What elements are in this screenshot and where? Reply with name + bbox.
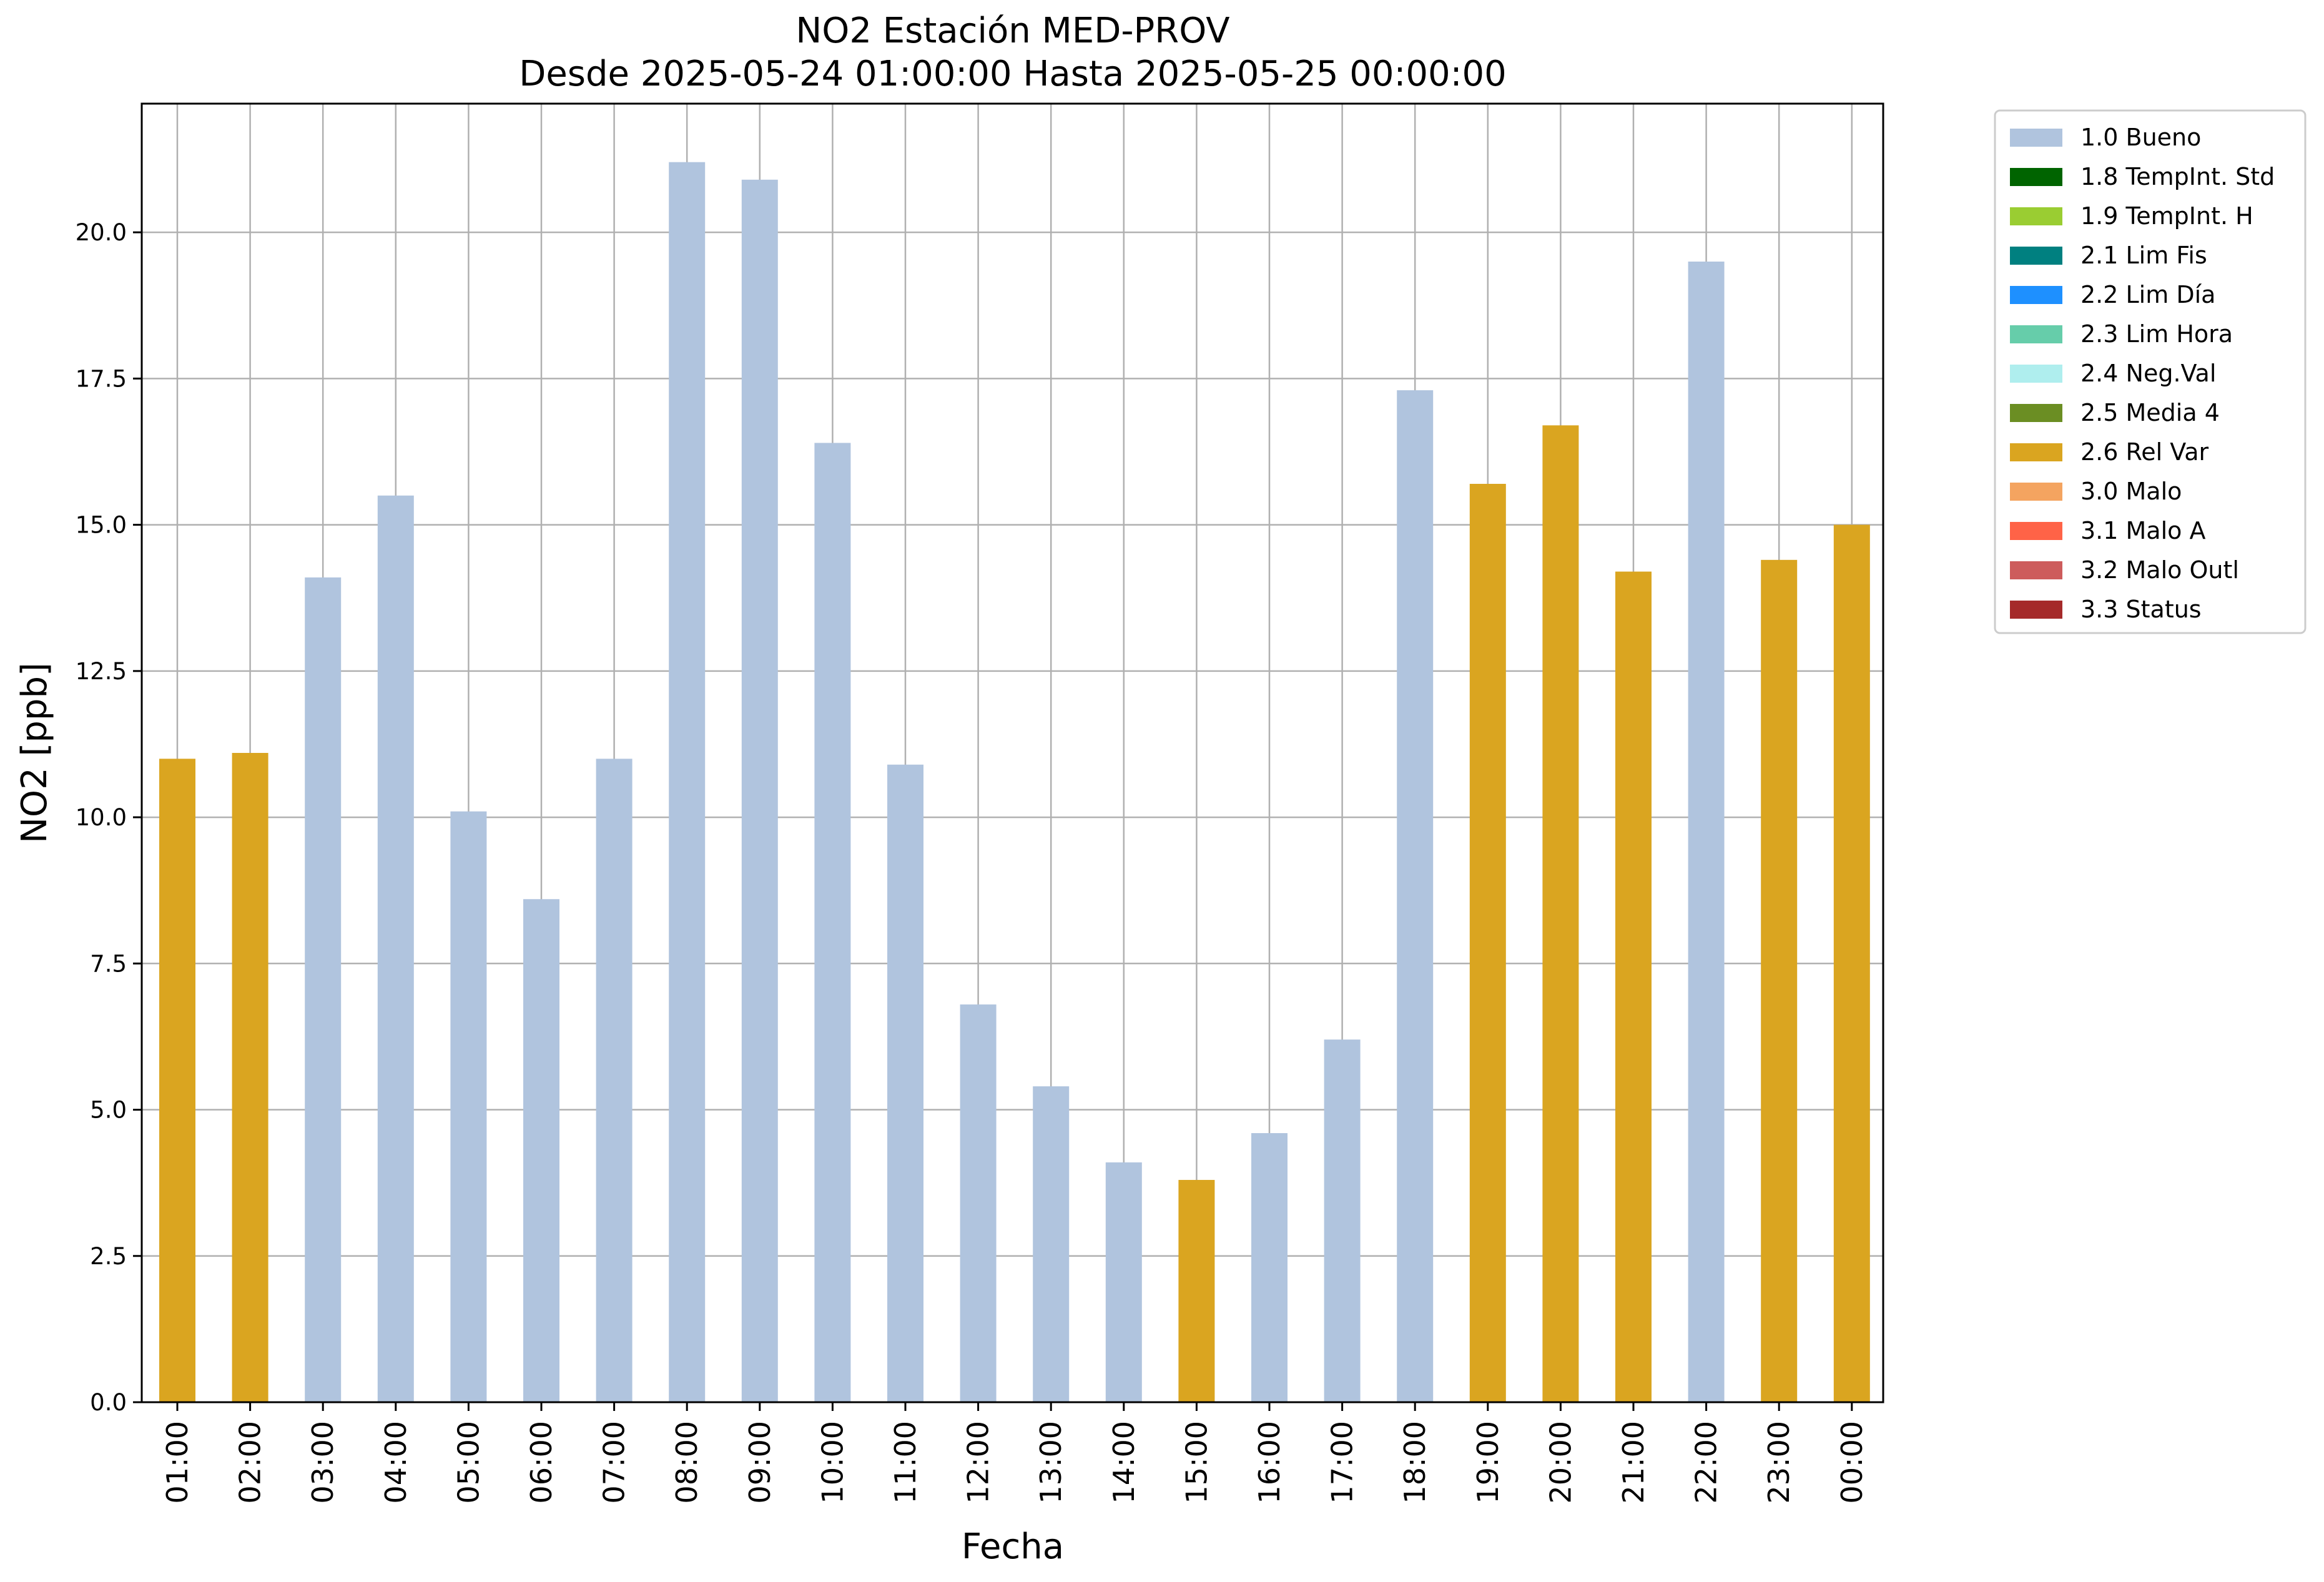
legend-swatch bbox=[2010, 522, 2062, 540]
chart-title-line2: Desde 2025-05-24 01:00:00 Hasta 2025-05-… bbox=[519, 54, 1507, 94]
x-tick-label: 14:00 bbox=[1107, 1421, 1141, 1504]
legend-swatch bbox=[2010, 129, 2062, 147]
legend-swatch bbox=[2010, 483, 2062, 501]
y-tick-label: 17.5 bbox=[76, 365, 127, 392]
bar-1700 bbox=[1324, 1039, 1361, 1402]
legend-label: 2.6 Rel Var bbox=[2080, 438, 2209, 466]
bar-0700 bbox=[596, 759, 633, 1402]
legend-swatch bbox=[2010, 404, 2062, 422]
x-tick-label: 17:00 bbox=[1326, 1421, 1359, 1504]
bar-2100 bbox=[1615, 571, 1652, 1402]
x-tick-label: 00:00 bbox=[1835, 1421, 1869, 1504]
y-tick-label: 2.5 bbox=[90, 1243, 127, 1270]
bar-1400 bbox=[1105, 1162, 1142, 1402]
legend-label: 3.0 Malo bbox=[2080, 478, 2182, 505]
bars bbox=[159, 162, 1870, 1403]
x-tick-label: 11:00 bbox=[889, 1421, 922, 1504]
y-tick-label: 0.0 bbox=[90, 1389, 127, 1416]
bar-1500 bbox=[1178, 1179, 1215, 1402]
x-tick-label: 19:00 bbox=[1471, 1421, 1505, 1504]
legend-label: 2.2 Lim Día bbox=[2080, 281, 2215, 308]
x-tick-label: 16:00 bbox=[1253, 1421, 1286, 1504]
y-tick-label: 7.5 bbox=[90, 950, 127, 977]
legend-swatch bbox=[2010, 443, 2062, 461]
x-tick-label: 23:00 bbox=[1762, 1421, 1796, 1504]
legend-swatch bbox=[2010, 601, 2062, 619]
chart-title-line1: NO2 Estación MED-PROV bbox=[795, 11, 1229, 51]
legend-swatch bbox=[2010, 325, 2062, 343]
bar-2200 bbox=[1688, 261, 1725, 1403]
x-tick-label: 06:00 bbox=[524, 1421, 558, 1504]
x-tick-label: 12:00 bbox=[962, 1421, 995, 1504]
legend-label: 2.1 Lim Fis bbox=[2080, 242, 2207, 269]
x-tick-label: 04:00 bbox=[379, 1421, 413, 1504]
x-tick-label: 09:00 bbox=[743, 1421, 777, 1504]
bar-1600 bbox=[1251, 1133, 1288, 1402]
x-tick-label: 07:00 bbox=[598, 1421, 631, 1504]
x-tick-label: 03:00 bbox=[306, 1421, 340, 1504]
bar-0400 bbox=[377, 495, 414, 1402]
legend-label: 1.8 TempInt. Std bbox=[2080, 163, 2275, 190]
bar-2000 bbox=[1542, 425, 1579, 1402]
bar-0200 bbox=[232, 753, 268, 1402]
legend-label: 2.4 Neg.Val bbox=[2080, 360, 2216, 387]
bar-1900 bbox=[1469, 484, 1506, 1402]
legend-label: 3.3 Status bbox=[2080, 596, 2202, 623]
bar-1100 bbox=[887, 764, 923, 1402]
legend-swatch bbox=[2010, 365, 2062, 383]
x-tick-label: 20:00 bbox=[1544, 1421, 1577, 1504]
legend-swatch bbox=[2010, 207, 2062, 225]
bar-0000 bbox=[1833, 524, 1870, 1402]
x-tick-label: 15:00 bbox=[1179, 1421, 1213, 1504]
x-tick-label: 21:00 bbox=[1617, 1421, 1650, 1504]
x-tick-label: 01:00 bbox=[160, 1421, 194, 1504]
y-tick-label: 10.0 bbox=[76, 804, 127, 831]
y-axis-label: NO2 [ppb] bbox=[14, 662, 55, 843]
bar-1200 bbox=[960, 1004, 997, 1402]
y-tick-label: 20.0 bbox=[76, 219, 127, 246]
legend-swatch bbox=[2010, 247, 2062, 265]
x-tick-label: 13:00 bbox=[1034, 1421, 1068, 1504]
legend-label: 2.3 Lim Hora bbox=[2080, 320, 2233, 348]
plot-frame bbox=[140, 102, 1884, 1403]
legend: 1.0 Bueno 1.8 TempInt. Std 1.9 TempInt. H 2… bbox=[1994, 109, 2307, 634]
bar-0500 bbox=[450, 811, 487, 1402]
bar-0800 bbox=[669, 162, 706, 1402]
x-tick-label: 22:00 bbox=[1690, 1421, 1723, 1504]
x-tick-label: 18:00 bbox=[1398, 1421, 1432, 1504]
legend-swatch bbox=[2010, 168, 2062, 186]
bar-0900 bbox=[741, 179, 778, 1403]
x-tick-label: 02:00 bbox=[234, 1421, 267, 1504]
bar-1000 bbox=[814, 443, 851, 1403]
bar-1300 bbox=[1033, 1086, 1070, 1402]
x-axis-label: Fecha bbox=[962, 1526, 1064, 1567]
y-tick-label: 12.5 bbox=[76, 658, 127, 685]
x-tick-label: 08:00 bbox=[670, 1421, 704, 1504]
x-tick-label: 05:00 bbox=[451, 1421, 485, 1504]
legend-label: 1.0 Bueno bbox=[2080, 124, 2201, 151]
x-tick-label: 10:00 bbox=[815, 1421, 849, 1504]
bar-0300 bbox=[305, 577, 342, 1402]
legend-label: 1.9 TempInt. H bbox=[2080, 202, 2253, 230]
bar-0100 bbox=[159, 759, 195, 1402]
y-tick-label: 5.0 bbox=[90, 1097, 127, 1124]
legend-label: 3.2 Malo Outl bbox=[2080, 556, 2239, 584]
legend-swatch bbox=[2010, 561, 2062, 579]
bar-2300 bbox=[1761, 559, 1798, 1402]
y-tick-label: 15.0 bbox=[76, 512, 127, 539]
legend-frame bbox=[1994, 109, 2307, 634]
x-axis-ticks: 01:00 02:00 03:00 04:00 05:00 06:00 07:00 08:00… bbox=[160, 1402, 1869, 1504]
bar-0600 bbox=[523, 899, 559, 1402]
legend-swatch bbox=[2010, 286, 2062, 304]
bar-1800 bbox=[1397, 390, 1434, 1402]
legend-label: 2.5 Media 4 bbox=[2080, 399, 2220, 426]
legend-label: 3.1 Malo A bbox=[2080, 517, 2205, 544]
y-axis-ticks: 0.0 2.5 5.0 7.5 10.0 12.5 15.0 17.5 20.0 bbox=[76, 219, 142, 1416]
